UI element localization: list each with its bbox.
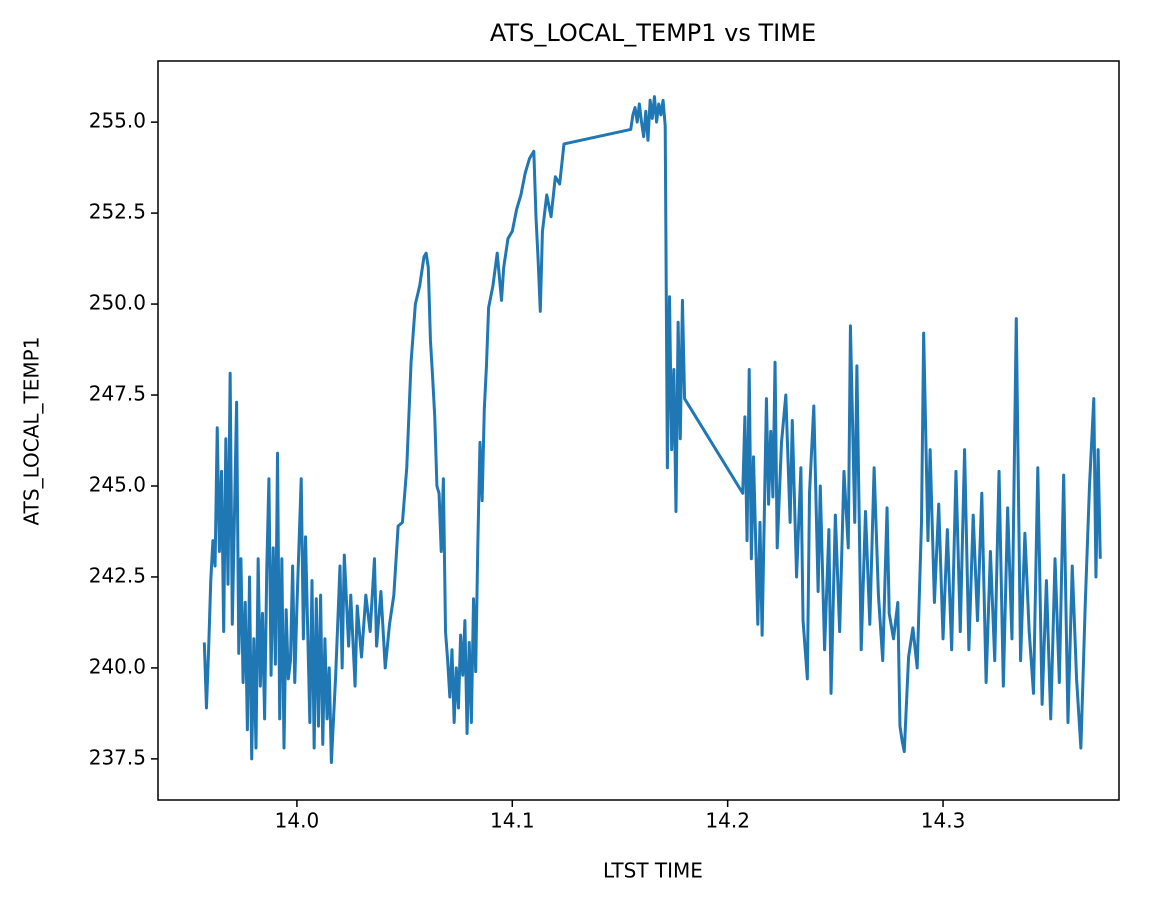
plot-frame xyxy=(157,60,1120,801)
x-tick-label: 14.0 xyxy=(275,809,320,833)
data-line xyxy=(202,95,1102,765)
y-tick-label: 255.0 xyxy=(89,109,146,133)
y-tick-label: 237.5 xyxy=(89,745,146,769)
x-tick-label: 14.3 xyxy=(921,809,966,833)
y-tick-label: 242.5 xyxy=(89,563,146,587)
y-tick-label: 247.5 xyxy=(89,382,146,406)
y-axis-label: ATS_LOCAL_TEMP1 xyxy=(20,337,44,526)
y-tick-label: 240.0 xyxy=(89,654,146,678)
x-axis-label: LTST TIME xyxy=(603,859,703,883)
y-tick-label: 245.0 xyxy=(89,472,146,496)
x-tick-label: 14.2 xyxy=(705,809,750,833)
y-tick-label: 250.0 xyxy=(89,291,146,315)
y-tick-label: 252.5 xyxy=(89,200,146,224)
x-tick-label: 14.1 xyxy=(490,809,535,833)
chart-title: ATS_LOCAL_TEMP1 vs TIME xyxy=(490,19,816,47)
